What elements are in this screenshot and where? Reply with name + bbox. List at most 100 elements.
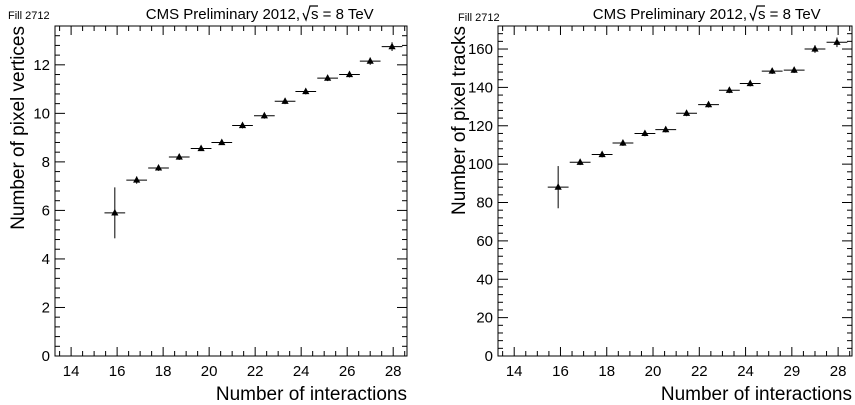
triangle-marker — [302, 87, 310, 95]
data-point — [826, 37, 848, 48]
triangle-marker — [388, 42, 396, 50]
triangle-marker — [111, 208, 119, 216]
x-tick-label: 20 — [201, 363, 218, 380]
y-tick-label: 6 — [42, 202, 50, 219]
data-point — [211, 138, 233, 146]
x-axis-label: Number of interactions — [216, 384, 407, 405]
y-axis-label: Number of pixel vertices — [8, 26, 29, 230]
triangle-marker — [662, 125, 670, 133]
triangle-marker — [197, 144, 205, 152]
data-point — [655, 125, 677, 133]
x-tick-label: 28 — [830, 363, 847, 380]
x-tick-label: 24 — [293, 363, 310, 380]
triangle-marker — [260, 111, 268, 119]
data-point — [718, 86, 740, 94]
y-tick-label: 8 — [42, 154, 50, 171]
x-tick-label: 22 — [691, 363, 708, 380]
chart-vertices: Fill 2712 CMS Preliminary 2012, s = 8 Te… — [8, 5, 408, 405]
y-tick-label: 120 — [468, 118, 493, 135]
triangle-marker — [133, 176, 141, 183]
triangle-marker — [281, 97, 289, 104]
data-point — [591, 150, 613, 158]
y-axis-label: Number of pixel tracks — [449, 26, 470, 215]
data-point — [190, 144, 212, 152]
plot-frame — [497, 25, 853, 357]
triangle-marker — [554, 183, 562, 190]
triangle-marker — [154, 163, 163, 171]
data-point — [168, 153, 190, 160]
data-point — [783, 66, 805, 74]
triangle-marker — [366, 57, 374, 64]
triangle-marker — [641, 129, 649, 137]
plot-frame — [54, 25, 408, 357]
triangle-marker — [619, 139, 627, 146]
x-axis-label: Number of interactions — [661, 384, 852, 405]
data-point — [634, 129, 656, 137]
chart-tracks: Fill 2712 CMS Preliminary 2012, s = 8 Te… — [449, 5, 853, 405]
triangle-marker — [833, 38, 841, 45]
x-tick-label: 16 — [109, 363, 126, 380]
tick-marks — [55, 25, 407, 357]
triangle-marker — [682, 109, 691, 116]
y-tick-label: 140 — [468, 79, 493, 96]
x-tick-label: 16 — [552, 363, 569, 380]
data-point — [739, 79, 761, 87]
data-point — [381, 42, 403, 51]
x-tick-label: 28 — [385, 363, 402, 380]
data-point — [359, 57, 381, 65]
triangle-marker — [790, 66, 798, 73]
triangle-marker — [238, 121, 247, 129]
data-points — [547, 37, 848, 209]
x-tick-label: 26 — [339, 363, 356, 380]
x-tick-label: 22 — [247, 363, 264, 380]
x-tick-label: 14 — [506, 363, 523, 380]
y-tick-label: 20 — [476, 310, 493, 327]
data-point — [547, 166, 569, 209]
data-point — [254, 111, 275, 119]
y-tick-label: 60 — [476, 233, 493, 250]
y-tick-label: 40 — [476, 271, 493, 288]
data-point — [104, 187, 126, 239]
y-tick-label: 10 — [33, 105, 50, 122]
x-tick-label: 14 — [63, 363, 80, 380]
x-tick-label: 24 — [737, 363, 754, 380]
y-tick-label: 160 — [468, 41, 493, 58]
triangle-marker — [218, 138, 226, 146]
energy-label: s = 8 TeV — [758, 6, 821, 23]
data-point — [232, 121, 253, 129]
data-point — [274, 97, 296, 105]
data-point — [295, 87, 317, 95]
y-tick-label: 2 — [42, 299, 50, 316]
data-points — [104, 42, 403, 239]
x-tick-label: 18 — [598, 363, 615, 380]
sqrt-symbol — [749, 5, 765, 22]
data-point — [126, 176, 148, 184]
triangle-marker — [324, 74, 332, 81]
data-point — [317, 74, 338, 82]
data-point — [698, 100, 719, 108]
triangle-marker — [576, 158, 584, 165]
triangle-marker — [746, 79, 754, 87]
fill-label: Fill 2712 — [8, 10, 50, 22]
data-point — [148, 163, 169, 171]
energy-label: s = 8 TeV — [311, 6, 374, 23]
triangle-marker — [811, 45, 819, 52]
chart-title: CMS Preliminary 2012, — [146, 6, 300, 23]
chart-title: CMS Preliminary 2012, — [593, 6, 747, 23]
triangle-marker — [725, 86, 733, 93]
y-tick-label: 4 — [42, 251, 50, 268]
y-tick-labels: 0 2 4 6 8 10 12 — [33, 57, 50, 365]
triangle-marker — [598, 150, 606, 158]
data-point — [339, 70, 360, 78]
sqrt-symbol — [302, 5, 318, 22]
triangle-marker — [768, 67, 776, 74]
fill-label: Fill 2712 — [458, 12, 500, 24]
triangle-marker — [704, 100, 713, 108]
y-tick-label: 80 — [476, 195, 493, 212]
x-tick-labels: 14 16 18 20 22 24 29 28 — [506, 363, 847, 380]
x-tick-labels: 14 16 18 20 22 24 26 28 — [63, 363, 402, 380]
triangle-marker — [175, 153, 183, 160]
data-point — [804, 45, 826, 53]
y-tick-label: 12 — [33, 57, 50, 74]
